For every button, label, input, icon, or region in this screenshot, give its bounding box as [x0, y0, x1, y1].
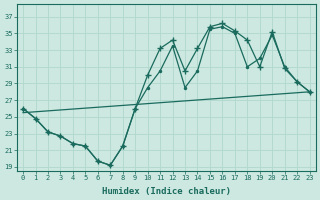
X-axis label: Humidex (Indice chaleur): Humidex (Indice chaleur)	[102, 187, 231, 196]
